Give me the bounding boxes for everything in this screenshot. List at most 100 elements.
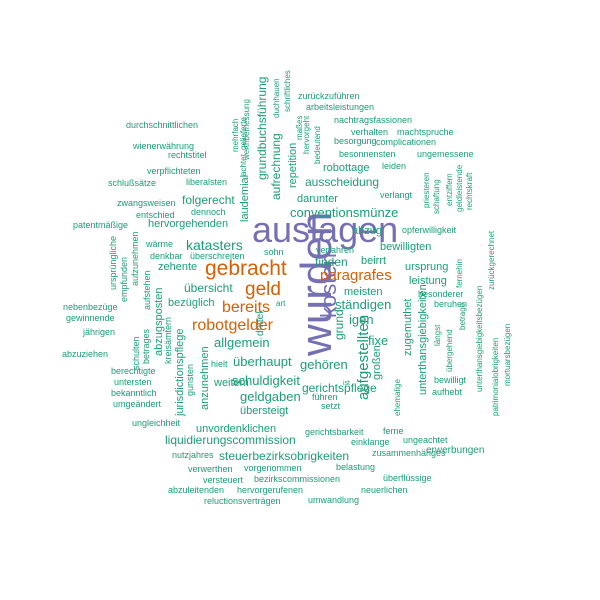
word-hervorgerufenen: hervorgerufenen	[237, 485, 304, 495]
word-paragrafes: paragrafes	[320, 267, 392, 284]
word-verhalten: verhalten	[351, 127, 389, 137]
word-besonderer: besonderer	[418, 289, 464, 299]
word-geldleistende: geldleistende	[455, 164, 464, 212]
word-zwangsweisen: zwangsweisen	[117, 198, 176, 208]
word-verpflichteten: verpflichteten	[147, 166, 201, 176]
word-rechtskraft: rechtskraft	[465, 172, 474, 210]
word-mehrfach: mehrfach	[231, 118, 240, 152]
word-priesteren: priesteren	[422, 172, 431, 208]
word-versteuert: versteuert	[203, 475, 244, 485]
word-schriftliches: schriftliches	[283, 70, 292, 112]
word-robottage: robottage	[323, 162, 370, 174]
word-ursprung: ursprung	[405, 261, 449, 273]
word-duchhauen: duchhauen	[272, 78, 281, 118]
word-ehemalige: ehemalige	[393, 379, 402, 416]
word-entschied: entschied	[136, 210, 175, 220]
word-auslagen: auslagen	[252, 209, 399, 250]
word-zusammenhaenges: zusammenhänges	[372, 448, 446, 458]
word-ausscheidung: ausscheidung	[305, 175, 380, 189]
word-gehoeren: gehören	[300, 357, 348, 372]
word-uebersicht: übersicht	[184, 281, 233, 295]
word-ungleichheit: ungleichheit	[132, 418, 181, 428]
word-abzuleitenden: abzuleitenden	[168, 485, 225, 495]
word-hervorgehenden: hervorgehenden	[148, 218, 229, 230]
word-unterthansgiebigkeiten: unterthansgiebigkeiten	[417, 284, 429, 395]
word-verwerthen: verwerthen	[188, 464, 233, 474]
word-reluctionsvertraegen: reluctionsverträgen	[204, 496, 281, 506]
word-sohn: sohn	[264, 247, 284, 257]
word-bezueglich: bezüglich	[168, 297, 215, 309]
word-aufhebt: aufhebt	[432, 387, 463, 397]
word-allgemein: allgemein	[214, 335, 270, 350]
word-zugemuthet: zugemuthet	[402, 298, 414, 356]
word-wienerwaehrung: wienerwährung	[133, 141, 195, 151]
word-patentmaessige: patentmäßige	[73, 220, 129, 230]
word-umwandlung: umwandlung	[308, 495, 360, 505]
word-verlangt: verlangt	[380, 190, 413, 200]
word-igen: igen	[349, 312, 374, 327]
word-dennoch: dennoch	[191, 207, 226, 217]
word-schaftung: schaftung	[432, 179, 441, 214]
word-schlussaetze: schlußsätze	[108, 178, 157, 188]
word-bezirkscommissionen: bezirkscommissionen	[254, 474, 341, 484]
word-betrages: betrages	[141, 328, 151, 364]
word-gerichtspflege: gerichtspflege	[302, 381, 377, 395]
word-umgeaendert: umgeändert	[113, 399, 162, 409]
word-gunsten: gunsten	[185, 363, 195, 396]
word-beruhen: beruhen	[434, 299, 468, 309]
word-repetition: repetition	[287, 142, 299, 188]
word-gerichtsbarkeit: gerichtsbarkeit	[305, 427, 364, 437]
word-betrage: betrage	[458, 302, 467, 330]
word-besonnensten: besonnensten	[339, 149, 396, 159]
word-grossen: großen	[371, 345, 383, 380]
word-hervorgeht: hervorgeht	[302, 115, 311, 154]
word-staendigen: ständigen	[335, 297, 392, 312]
word-steuerbezirksobrigkeiten: steuerbezirksobrigkeiten	[219, 449, 350, 463]
word-unvordenklichen: unvordenklichen	[196, 423, 277, 435]
word-bereits: bereits	[222, 299, 271, 316]
word-durchschnittlichen: durchschnittlichen	[126, 120, 199, 130]
word-beirrt: beirrt	[361, 255, 387, 267]
word-gewinnende: gewinnende	[66, 313, 115, 323]
word-uebergehend: übergehend	[445, 329, 454, 372]
word-verfahren: verfahren	[316, 245, 355, 255]
word-anzunehmen: anzunehmen	[199, 346, 211, 410]
word-zehente: zehente	[158, 261, 198, 273]
word-neuerlichen: neuerlichen	[361, 485, 408, 495]
word-zurueckzufuehren: zurückzuführen	[298, 91, 360, 101]
word-art: art	[276, 299, 286, 308]
word-einklange: einklange	[351, 437, 390, 447]
word-ungemessene: ungemessene	[417, 149, 474, 159]
word-ist: ist	[343, 380, 350, 387]
word-unterthansgiebigkeitsbezuegen: unterthansgiebigkeitsbezügen	[475, 285, 484, 392]
word-geldgaben: geldgaben	[240, 389, 301, 404]
word-jaehrigen: jährigen	[83, 327, 116, 337]
word-weitem: weitem	[214, 377, 249, 389]
word-fuehren: führen	[312, 392, 338, 402]
word-empfunden: empfunden	[119, 256, 129, 302]
word-berechtigte: berechtigte	[111, 366, 156, 376]
word-ursprueungliche: ursprüngliche	[108, 235, 118, 290]
word-mortuarsbezuegen: mortuarsbezügen	[503, 323, 512, 386]
word-nachtragsfassionen: nachtragsfassionen	[334, 115, 413, 125]
word-bewilligten: bewilligten	[380, 241, 432, 253]
word-bewilligt: bewilligt	[434, 375, 467, 385]
word-katasters: katasters	[186, 237, 243, 253]
word-folgerecht: folgerecht	[182, 193, 235, 207]
word-erwerbungen: erwerbungen	[426, 445, 485, 456]
word-darunter: darunter	[297, 193, 338, 205]
word-vorgenommen: vorgenommen	[244, 463, 302, 473]
word-entziffern: entziffern	[445, 173, 454, 206]
word-waerme: wärme	[146, 239, 174, 249]
word-conventionsmuenze: conventionsmünze	[290, 205, 399, 220]
word-belastung: belastung	[336, 462, 376, 472]
word-arbeitsleistungen: arbeitsleistungen	[306, 102, 375, 112]
word-uebersteigt: übersteigt	[240, 405, 289, 417]
word-aufzunehmen: aufzunehmen	[130, 231, 140, 286]
word-meisten: meisten	[344, 286, 383, 298]
word-geld: geld	[245, 279, 281, 300]
word-ueberhaupt: überhaupt	[233, 354, 292, 369]
word-rechtstitel: rechtstitel	[168, 150, 207, 160]
word-gebracht: gebracht	[205, 257, 287, 280]
word-leistung: leistung	[409, 275, 447, 287]
